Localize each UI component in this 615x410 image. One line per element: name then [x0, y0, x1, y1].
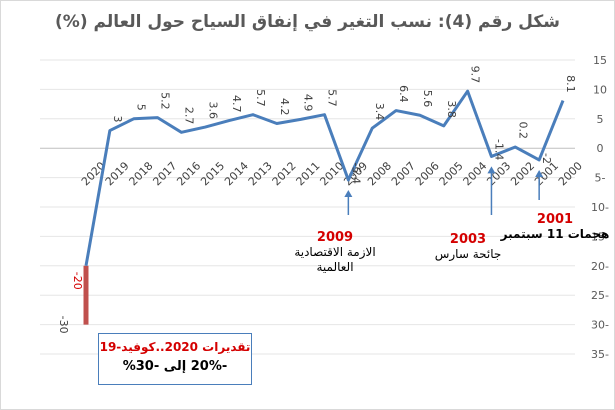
- data-label: 3.6: [206, 102, 219, 120]
- arrow-2009-head: [344, 189, 353, 197]
- data-label: -1.4: [492, 139, 505, 160]
- arrow-2003-head: [487, 166, 496, 174]
- annotation-2001-year: 2001: [536, 212, 574, 227]
- series-line: [84, 89, 565, 267]
- data-label: -5.4: [349, 162, 362, 183]
- x-tick-label: 2008: [365, 159, 394, 188]
- data-label: 5.6: [421, 90, 434, 108]
- x-tick-label: 2004: [461, 159, 490, 188]
- x-tick-label: 2015: [198, 159, 227, 188]
- x-tick-label: 2014: [222, 159, 251, 188]
- data-label: 3.8: [445, 100, 458, 118]
- y-tick-label: 35-: [591, 348, 609, 361]
- data-label: 4.7: [230, 95, 243, 113]
- x-tick-label: 2019: [103, 159, 132, 188]
- x-tick-label: 2011: [294, 159, 323, 188]
- y-tick-label: 5: [597, 113, 604, 126]
- annotation-2009: 2009 الازمة الاقتصادية العالمية: [290, 230, 380, 275]
- data-label: 9.7: [469, 66, 482, 84]
- y-tick-label: 20-: [591, 260, 609, 273]
- annotation-2001: 2001 هجمات 11 سبتمبر: [500, 212, 610, 242]
- annotation-2009-text-line1: الازمة الاقتصادية: [294, 245, 376, 259]
- estimate-box: تقديرات 2020..كوفيد-19 -20% إلى -30%: [98, 333, 252, 385]
- x-tick-label: 2006: [413, 159, 442, 188]
- data-label: 3: [111, 116, 124, 123]
- annotation-2003-text: جائحة سارس: [434, 247, 502, 261]
- annotation-2009-year: 2009: [316, 230, 354, 245]
- y-tick-label: 10-: [591, 201, 609, 214]
- data-label: 5: [135, 104, 148, 111]
- annotation-2003-year: 2003: [449, 232, 487, 247]
- x-tick-label: 2012: [270, 159, 299, 188]
- x-tick-label: 2016: [174, 159, 203, 188]
- data-label: 5.7: [326, 89, 339, 107]
- data-label: 2.7: [182, 107, 195, 125]
- x-tick-label: 2017: [150, 159, 179, 188]
- chart-title: شكل رقم (4): نسب التغير في إنفاق السياح …: [55, 12, 560, 32]
- x-tick-label: 2002: [508, 159, 537, 188]
- data-label: 5.2: [159, 92, 172, 110]
- data-label: -2: [540, 153, 553, 164]
- data-label: 8.1: [564, 75, 577, 93]
- data-label: 4.2: [278, 98, 291, 116]
- estimate-box-line2: -20% إلى -30%: [122, 359, 228, 374]
- arrow-2001-head: [535, 169, 544, 177]
- x-tick-label: 2007: [389, 159, 418, 188]
- y-tick-label: 10: [593, 83, 607, 96]
- data-label: 3.4: [373, 103, 386, 121]
- y-tick-label: 15-: [591, 230, 609, 243]
- x-tick-label: 2005: [437, 159, 466, 188]
- annotation-2003: 2003 جائحة سارس: [418, 232, 518, 262]
- data-label: 6.4: [397, 85, 410, 103]
- x-tick-label: 2013: [246, 159, 275, 188]
- x-tick-label: 2018: [127, 159, 156, 188]
- annotation-2001-text: هجمات 11 سبتمبر: [500, 227, 610, 241]
- x-tick-label: 2003: [484, 159, 513, 188]
- y-tick-label: 5-: [595, 172, 606, 185]
- estimate-range-label: -30: [57, 316, 70, 334]
- y-tick-label: 30-: [591, 319, 609, 332]
- y-tick-label: 0: [597, 142, 604, 155]
- estimate-box-line1: تقديرات 2020..كوفيد-19: [99, 340, 251, 354]
- data-label: 5.7: [254, 89, 267, 107]
- annotation-2009-text-line2: العالمية: [316, 260, 354, 274]
- data-label: -20: [71, 272, 84, 290]
- x-tick-label: 2000: [556, 159, 585, 188]
- y-tick-label: 15: [593, 54, 607, 67]
- y-tick-label: 25-: [591, 289, 609, 302]
- data-label: 4.9: [302, 94, 315, 112]
- data-label: 0.2: [516, 122, 529, 140]
